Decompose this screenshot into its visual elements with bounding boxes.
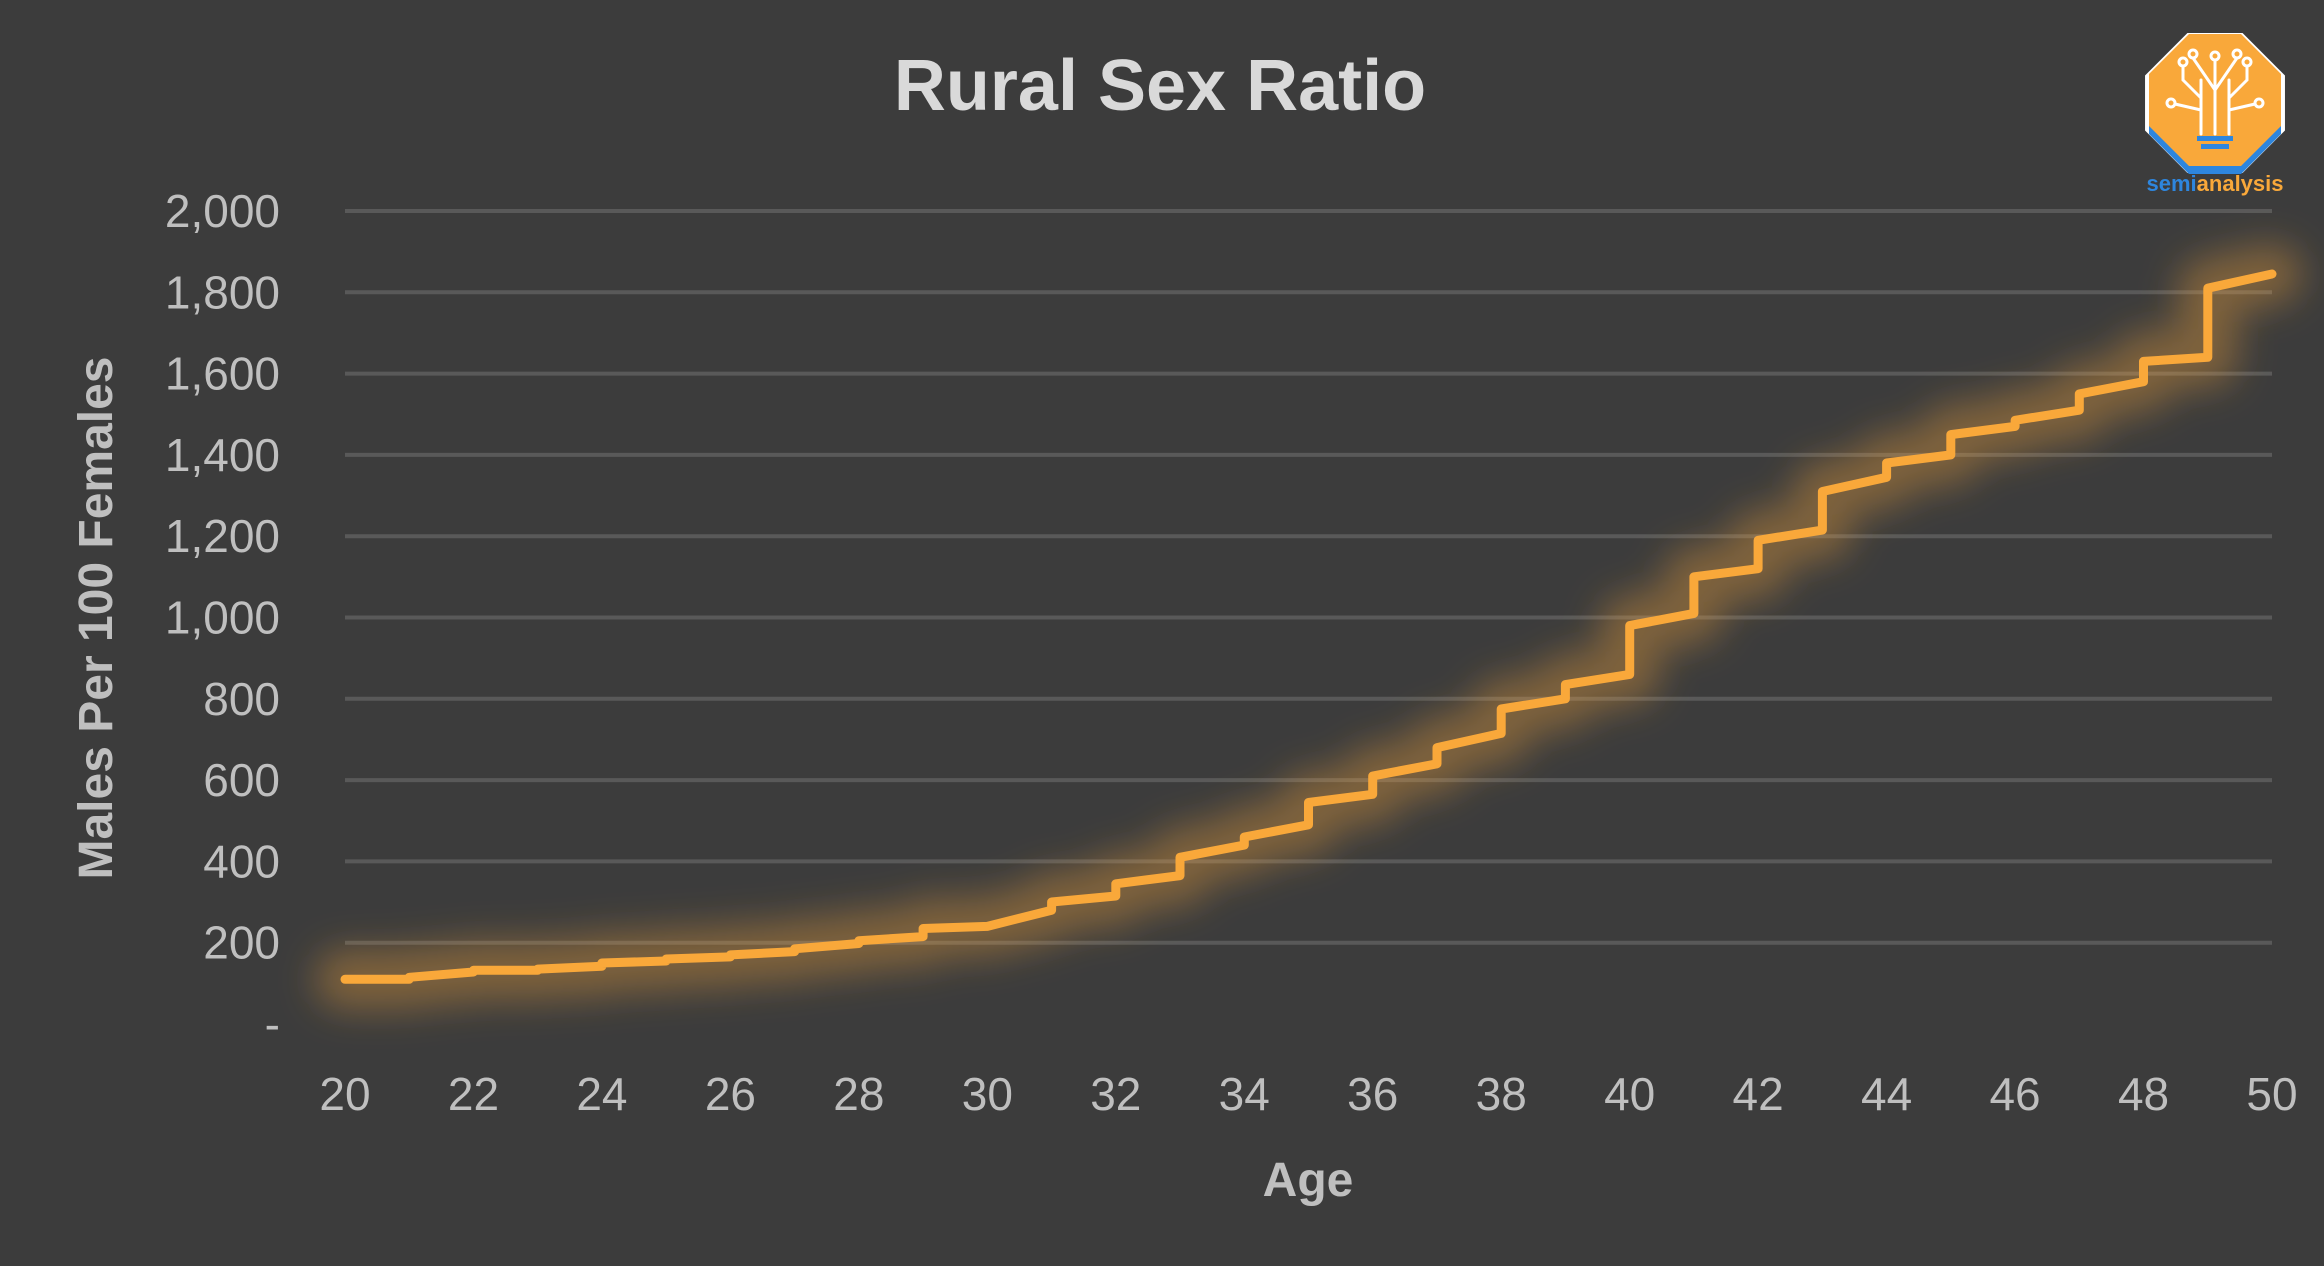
x-tick-label: 36 — [1347, 1068, 1398, 1120]
series-line-0 — [340, 269, 2277, 984]
y-tick-label: 800 — [203, 673, 280, 725]
x-tick-label: 40 — [1604, 1068, 1655, 1120]
y-tick-label: 200 — [203, 917, 280, 969]
y-tick-label: 1,800 — [165, 266, 280, 318]
y-tick-label: 1,600 — [165, 348, 280, 400]
x-tick-label: 26 — [705, 1068, 756, 1120]
x-tick-label: 46 — [1989, 1068, 2040, 1120]
y-axis-ticks: - 200 400 600 800 1,000 1,200 1,400 1,600 1,800 2,… — [165, 185, 280, 1050]
x-tick-label: 34 — [1219, 1068, 1270, 1120]
y-axis-title: Males Per 100 Females — [70, 356, 123, 879]
x-tick-label: 38 — [1476, 1068, 1527, 1120]
x-tick-label: 22 — [448, 1068, 499, 1120]
x-tick-label: 32 — [1090, 1068, 1141, 1120]
x-axis-ticks: 20 22 24 26 28 30 32 34 36 38 40 42 44 46 48 50 — [319, 1068, 2297, 1120]
circuit-tree-icon — [2165, 48, 2265, 136]
y-tick-label: 400 — [203, 835, 280, 887]
chart-title: Rural Sex Ratio — [894, 46, 1426, 126]
y-tick-label: 1,400 — [165, 429, 280, 481]
logo-bulb-base-2 — [2201, 144, 2229, 149]
semianalysis-logo: semianalysis — [2145, 33, 2285, 196]
x-axis-title: Age — [1263, 1154, 1354, 1207]
series-layer — [315, 244, 2302, 1010]
x-tick-label: 44 — [1861, 1068, 1912, 1120]
x-tick-label: 20 — [319, 1068, 370, 1120]
series-glow-0 — [315, 244, 2302, 1010]
y-tick-label: 1,200 — [165, 510, 280, 562]
y-tick-label: 2,000 — [165, 185, 280, 237]
y-tick-label: - — [265, 998, 280, 1050]
x-tick-label: 24 — [576, 1068, 627, 1120]
x-tick-label: 50 — [2246, 1068, 2297, 1120]
gridlines — [345, 209, 2272, 945]
logo-bulb-base — [2197, 136, 2233, 141]
y-tick-label: 600 — [203, 754, 280, 806]
x-tick-label: 48 — [2118, 1068, 2169, 1120]
y-tick-label: 1,000 — [165, 592, 280, 644]
x-tick-label: 30 — [962, 1068, 1013, 1120]
x-tick-label: 28 — [833, 1068, 884, 1120]
logo-wordmark: semianalysis — [2147, 171, 2284, 196]
x-tick-label: 42 — [1733, 1068, 1784, 1120]
